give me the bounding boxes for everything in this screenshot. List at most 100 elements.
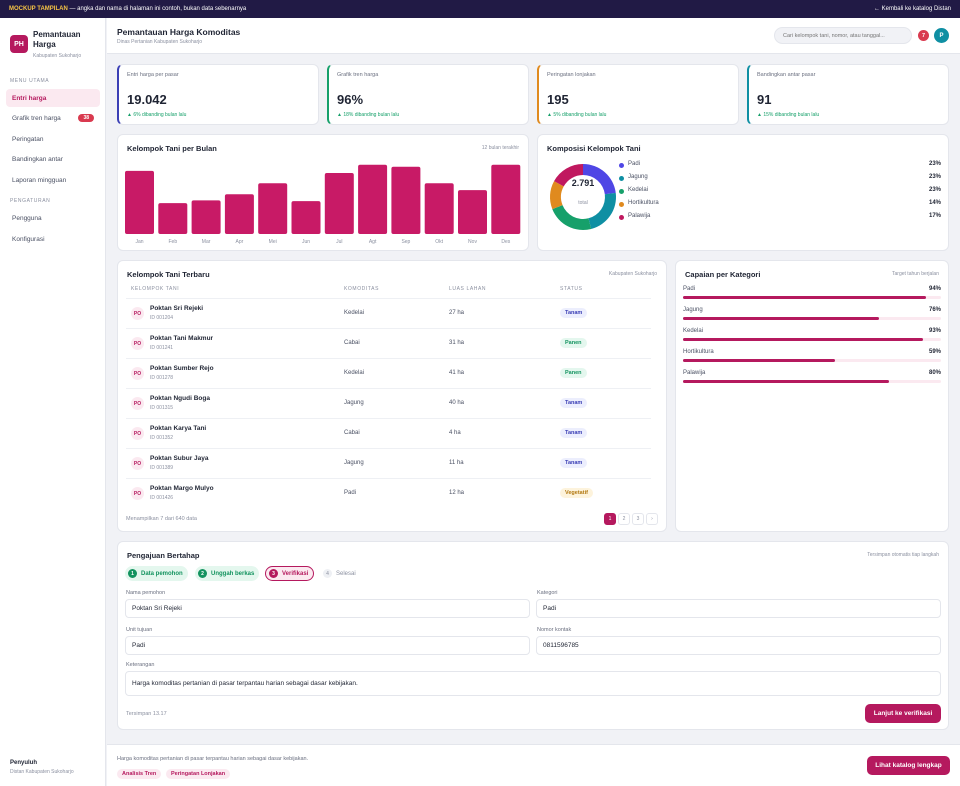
table-row[interactable]: PO Poktan Sumber Rejo ID 001278 Kedelai …: [126, 358, 651, 388]
category-progress-track: [683, 317, 941, 320]
bar-apr[interactable]: [224, 194, 254, 234]
form-title: Pengajuan Bertahap: [127, 551, 200, 560]
bar-mar[interactable]: [191, 200, 221, 234]
bar-feb[interactable]: [158, 203, 188, 234]
app-brand-subtitle: Kabupaten Sukoharjo: [33, 53, 82, 59]
step-selesai[interactable]: 4 Selesai: [320, 566, 361, 581]
legend-value: 23%: [928, 161, 941, 167]
row-avatar: PO: [131, 367, 144, 380]
table-row[interactable]: PO Poktan Subur Jaya ID 001389 Jagung 11…: [126, 448, 651, 478]
table-row[interactable]: PO Poktan Karya Tani ID 001352 Cabai 4 h…: [126, 418, 651, 448]
continue-verification-button[interactable]: Lanjut ke verifikasi: [865, 704, 941, 723]
bar-agt[interactable]: [358, 164, 388, 234]
row-avatar: PO: [131, 487, 144, 500]
category-progress-track: [683, 380, 941, 383]
category-progress-fill: [683, 296, 926, 299]
category-progress-track: [683, 338, 941, 341]
col-header-status[interactable]: STATUS: [560, 286, 583, 292]
bar-chart-note: 12 bulan terakhir: [481, 145, 519, 151]
kpi-card-entri: Entri harga per pasar 19.042 ▲ 6% diband…: [117, 64, 319, 125]
row-name: Poktan Margo Mulyo: [150, 485, 214, 492]
col-header-luas[interactable]: LUAS LAHAN: [449, 286, 487, 292]
bar-okt[interactable]: [424, 183, 454, 234]
donut-slice-jagung[interactable]: [588, 192, 616, 229]
kpi-value: 19.042: [127, 92, 167, 107]
row-komoditas: Kedelai: [344, 370, 365, 376]
step-data-pemohon[interactable]: 1 Data pemohon: [125, 566, 188, 581]
col-header-kelompok[interactable]: KELOMPOK TANI: [131, 286, 180, 292]
chip-analisis-tren[interactable]: Analisis Tren: [117, 769, 162, 779]
table-row[interactable]: PO Poktan Tani Makmur ID 001241 Cabai 31…: [126, 328, 651, 358]
legend-label: Hortikultura: [628, 200, 659, 206]
category-progress-track: [683, 359, 941, 362]
bar-jun[interactable]: [291, 201, 321, 234]
table-row[interactable]: PO Poktan Sri Rejeki ID 001204 Kedelai 2…: [126, 298, 651, 328]
row-avatar: PO: [131, 397, 144, 410]
donut-slice-padi[interactable]: [583, 164, 616, 195]
app-logo: PH: [10, 35, 28, 53]
sidebar-item-pengguna[interactable]: Pengguna: [12, 214, 42, 222]
page-1-button[interactable]: 1: [604, 513, 616, 525]
bar-nov[interactable]: [458, 190, 487, 234]
bar-mei[interactable]: [258, 183, 288, 234]
row-luas: 31 ha: [449, 340, 465, 346]
footer-text: Harga komoditas pertanian di pasar terpa…: [117, 756, 309, 762]
table-card: Kelompok Tani Terbaru Kabupaten Sukoharj…: [117, 260, 667, 532]
back-to-catalog-link[interactable]: ← Kembali ke katalog Distan: [873, 6, 951, 12]
category-field[interactable]: [536, 599, 941, 618]
donut-slice-palawija[interactable]: [554, 164, 583, 187]
saved-status: Tersimpan 13.17: [126, 711, 167, 717]
page-2-button[interactable]: 2: [618, 513, 630, 525]
sidebar-item-grafik-tren[interactable]: Grafik tren harga 38: [6, 109, 100, 127]
chip-peringatan-lonjakan[interactable]: Peringatan Lonjakan: [166, 769, 231, 779]
page-3-button[interactable]: 3: [632, 513, 644, 525]
bar-chart-title: Kelompok Tani per Bulan: [127, 144, 217, 153]
legend-item-jagung: Jagung 23%: [619, 174, 941, 184]
col-header-komoditas[interactable]: KOMODITAS: [344, 286, 380, 292]
bar-jan[interactable]: [125, 170, 154, 234]
view-catalog-button[interactable]: Lihat katalog lengkap: [867, 756, 950, 775]
sidebar-item-konfigurasi[interactable]: Konfigurasi: [12, 235, 45, 243]
name-field[interactable]: [125, 599, 530, 618]
bar-jul[interactable]: [324, 172, 354, 234]
search-input[interactable]: [774, 27, 912, 44]
phone-label: Nomor kontak: [537, 627, 572, 633]
kpi-delta: ▲ 5% dibanding bulan lalu: [547, 112, 607, 118]
row-avatar: PO: [131, 457, 144, 470]
unit-field[interactable]: [125, 636, 530, 655]
status-badge: Tanam: [560, 428, 588, 438]
avatar[interactable]: P: [934, 28, 949, 43]
kpi-value: 91: [757, 92, 772, 107]
bar-des[interactable]: [491, 164, 521, 234]
sidebar-item-laporan[interactable]: Laporan mingguan: [12, 176, 67, 184]
row-id: ID 001204: [150, 315, 174, 321]
phone-field[interactable]: [536, 636, 941, 655]
table-row[interactable]: PO Poktan Ngudi Boga ID 001315 Jagung 40…: [126, 388, 651, 418]
step-unggah-berkas[interactable]: 2 Unggah berkas: [195, 566, 260, 581]
sidebar-item-entri-harga[interactable]: Entri harga: [6, 89, 100, 107]
donut-slice-kedelai[interactable]: [552, 205, 592, 230]
bar-sep[interactable]: [391, 166, 421, 234]
row-id: ID 001315: [150, 405, 174, 411]
step-verifikasi[interactable]: 3 Verifikasi: [265, 566, 315, 581]
sidebar-item-bandingkan[interactable]: Bandingkan antar: [12, 155, 63, 163]
category-percent: 80%: [928, 370, 941, 376]
status-badge: Vegetatif: [560, 488, 593, 498]
donut-slice-hortikultura[interactable]: [550, 181, 564, 210]
category-name: Padi: [683, 286, 696, 292]
category-percent: 94%: [928, 286, 941, 292]
category-progress-fill: [683, 317, 880, 320]
user-name: Penyuluh: [10, 760, 38, 766]
bar-tick-label: Jun: [302, 239, 310, 245]
note-field[interactable]: [125, 671, 941, 696]
page-next-button[interactable]: ›: [646, 513, 658, 525]
notification-badge[interactable]: 7: [918, 30, 929, 41]
legend-value: 17%: [928, 213, 941, 219]
kpi-label: Peringatan lonjakan: [547, 72, 596, 78]
kpi-card-grafik: Grafik tren harga 96% ▲ 18% dibanding bu…: [327, 64, 529, 125]
sidebar-item-peringatan[interactable]: Peringatan: [12, 135, 44, 143]
row-name: Poktan Karya Tani: [150, 425, 207, 432]
kpi-label: Grafik tren harga: [337, 72, 379, 78]
table-row[interactable]: PO Poktan Margo Mulyo ID 001426 Padi 12 …: [126, 478, 651, 508]
donut-chart: [550, 164, 616, 230]
